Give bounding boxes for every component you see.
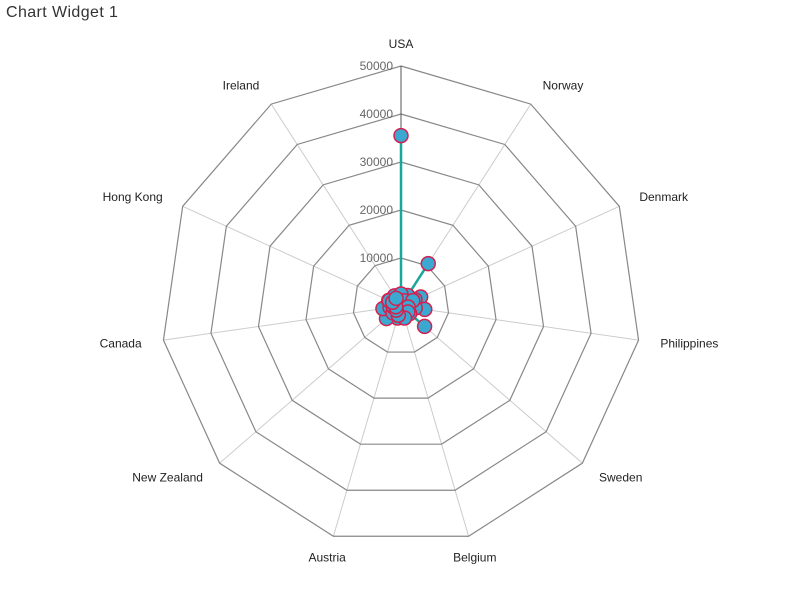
radar-spoke [400,205,620,307]
radar-grid-ring [305,209,497,399]
category-label: Hong Kong [103,190,163,204]
category-label: Austria [309,550,347,564]
radar-grid-ring [352,257,450,353]
radar-spoke [332,305,402,537]
category-label: Belgium [453,550,496,564]
radar-spoke [400,305,639,341]
data-point [393,127,409,144]
radar-grid-ring [162,65,640,537]
radar-spoke [400,305,470,537]
radial-tick-label: 20000 [360,203,394,217]
radar-spoke [400,305,583,464]
radial-tick-label: 40000 [360,107,394,121]
category-label: Canada [100,336,142,350]
data-point [420,255,436,272]
category-label: Sweden [599,471,642,485]
radar-grid-ring [257,161,545,445]
radar-grid-ring [210,113,592,491]
radar-spoke [163,305,402,341]
category-label: Denmark [639,190,689,204]
radar-spoke [219,305,402,464]
category-label: New Zealand [132,471,203,485]
radar-spoke [182,205,402,307]
category-label: USA [389,37,414,51]
radar-spoke [270,103,402,307]
category-label: Philippines [660,336,718,350]
widget-title: Chart Widget 1 [6,4,119,21]
radial-tick-label: 50000 [360,59,394,73]
data-point [416,318,433,335]
data-point [388,290,404,307]
category-label: Ireland [223,79,260,93]
radial-tick-label: 30000 [360,155,394,169]
category-label: Norway [543,79,584,93]
radial-tick-label: 10000 [360,251,394,265]
